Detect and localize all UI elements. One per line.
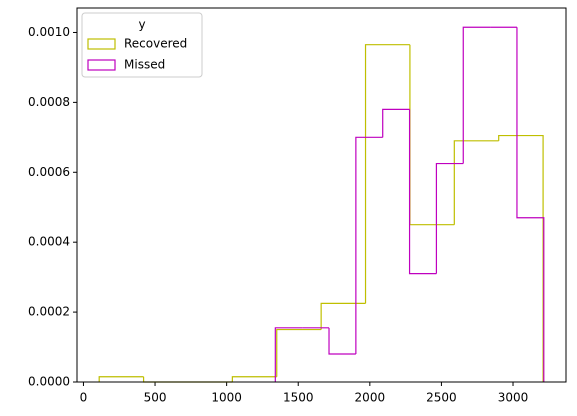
legend-label: Recovered xyxy=(124,37,187,51)
x-tick-label: 500 xyxy=(144,391,167,405)
legend-title: y xyxy=(138,18,145,32)
y-tick-label: 0.0006 xyxy=(28,165,70,179)
histogram-step xyxy=(453,140,499,225)
x-tick-label: 1500 xyxy=(283,391,314,405)
histogram-step xyxy=(274,327,303,382)
legend-label: Missed xyxy=(124,58,165,72)
histogram-step xyxy=(142,376,188,383)
legend-swatch xyxy=(87,38,116,50)
histogram-step xyxy=(328,327,356,355)
histogram-step xyxy=(498,134,544,382)
x-tick-label: 1000 xyxy=(211,391,242,405)
x-tick-label: 3000 xyxy=(498,391,529,405)
histogram-step xyxy=(435,162,464,274)
y-tick-label: 0.0002 xyxy=(28,305,70,319)
legend-box xyxy=(81,12,203,78)
y-tick-label: 0.0010 xyxy=(28,25,70,39)
histogram-step xyxy=(355,136,383,355)
histogram-step xyxy=(382,108,410,138)
histogram-step xyxy=(516,27,545,382)
plot-frame xyxy=(76,7,567,383)
histogram-step xyxy=(409,44,455,226)
histogram-step xyxy=(320,302,366,330)
histogram-step xyxy=(98,376,144,382)
legend-swatch xyxy=(87,59,116,71)
histogram-step xyxy=(462,26,491,164)
histogram-step xyxy=(231,376,277,382)
legend: y Recovered Missed xyxy=(81,12,203,78)
y-tick-label: 0.0008 xyxy=(28,95,70,109)
x-tick-label: 0 xyxy=(80,391,88,405)
histogram-step xyxy=(408,109,437,275)
histogram-step xyxy=(364,44,410,304)
x-tick-label: 2000 xyxy=(355,391,386,405)
x-tick-label: 2500 xyxy=(426,391,457,405)
histogram-step xyxy=(276,328,322,377)
y-tick-label: 0.0000 xyxy=(28,375,70,389)
y-tick-label: 0.0004 xyxy=(28,235,70,249)
